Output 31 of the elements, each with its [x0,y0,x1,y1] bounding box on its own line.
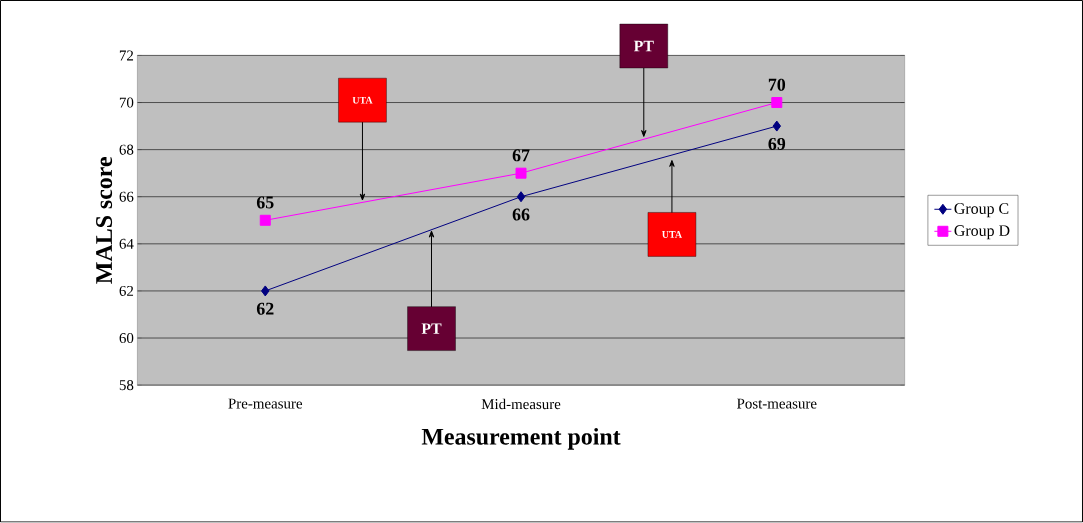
y-tick-label: 62 [119,286,134,297]
point [515,167,527,179]
data-label: 70 [768,78,786,91]
data-label: 66 [512,208,530,221]
annotation: UTA [352,97,373,104]
y-tick-label: 72 [119,50,134,61]
annotation: PT [633,41,654,52]
y-tick-label: 64 [119,239,134,250]
point [261,285,270,297]
annotation: UTA [662,231,682,238]
x-axis-title: Measurement point [421,428,621,450]
x-tick-label: Pre-measure [228,398,303,409]
data-label: 65 [256,196,274,209]
y-axis-title: MALS score [96,157,113,284]
x-tick-label: Post-measure [737,398,817,409]
data-label: 69 [768,138,786,151]
data-label: 67 [512,149,530,162]
data-label: 62 [256,302,274,316]
x-tick-label: Mid-measure [481,398,561,410]
y-tick-label: 68 [119,144,134,155]
legend-label: Group C [954,203,1009,218]
y-tick-label: 70 [119,97,134,108]
y-tick-label: 66 [119,191,134,202]
point [516,191,526,203]
y-tick-label: 60 [119,333,134,344]
point [772,120,782,132]
point [771,97,783,109]
legend-label: Group D [954,225,1010,240]
annotation: PT [421,323,442,335]
y-tick-label: 58 [119,380,134,391]
point [259,215,271,227]
